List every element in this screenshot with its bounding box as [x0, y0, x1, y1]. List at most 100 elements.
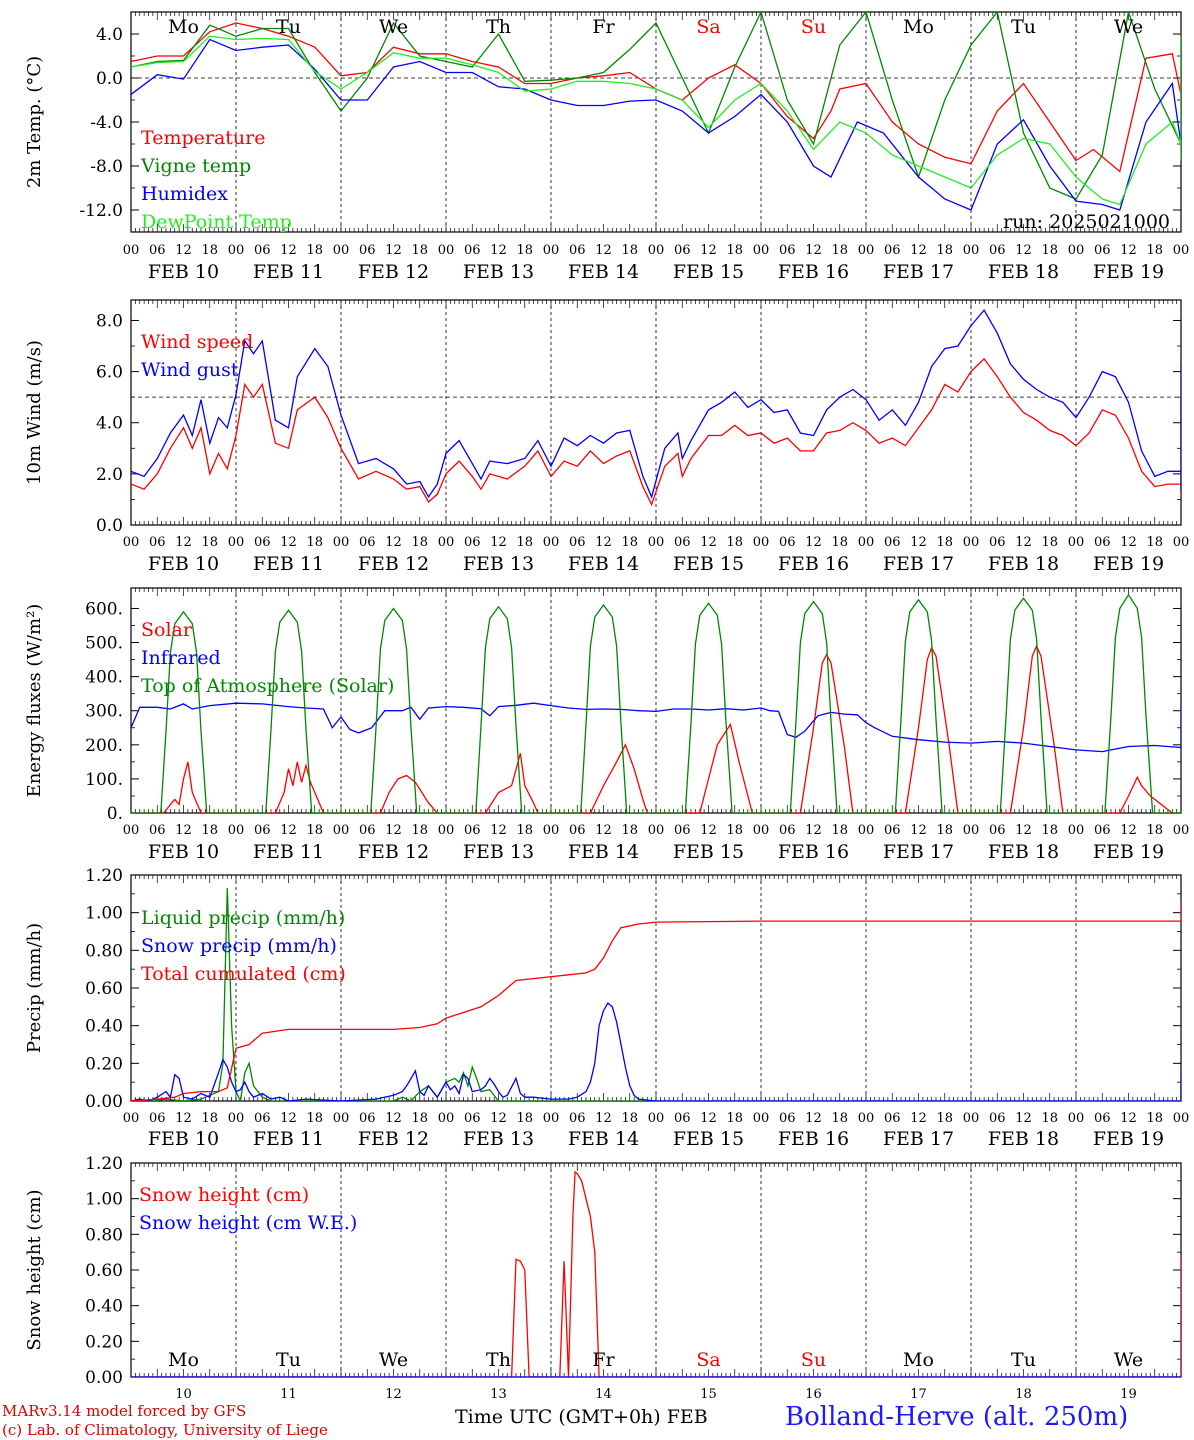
hour-tick-label: 12 [385, 535, 402, 550]
hour-tick-label: 00 [1173, 1111, 1190, 1126]
hour-tick-label: 12 [490, 823, 507, 838]
hour-tick-label: 06 [779, 243, 796, 258]
hour-tick-label: 00 [1173, 535, 1190, 550]
date-label: FEB 10 [148, 841, 219, 863]
hour-tick-label: 12 [490, 1111, 507, 1126]
hour-tick-label: 12 [595, 243, 612, 258]
hour-tick-label: 06 [149, 243, 166, 258]
date-label: FEB 18 [988, 261, 1059, 283]
hour-tick-label: 06 [464, 243, 481, 258]
hour-tick-label: 06 [989, 1111, 1006, 1126]
day-label: We [379, 16, 408, 38]
day-number: 17 [910, 1387, 927, 1402]
hour-tick-label: 12 [490, 243, 507, 258]
hour-tick-label: 00 [543, 243, 560, 258]
date-label: FEB 14 [568, 1128, 639, 1150]
y-tick-label: 0.20 [85, 1332, 123, 1352]
y-axis-label: Energy fluxes (W/m²) [24, 604, 45, 798]
day-label: We [379, 1349, 408, 1371]
series-line [131, 1002, 1181, 1101]
date-label: FEB 17 [883, 553, 954, 575]
hour-tick-label: 18 [726, 535, 743, 550]
hour-tick-label: 06 [1094, 1111, 1111, 1126]
series-line [131, 38, 1181, 211]
hour-tick-label: 12 [385, 823, 402, 838]
hour-tick-label: 00 [753, 823, 770, 838]
hour-tick-label: 00 [648, 823, 665, 838]
hour-tick-label: 18 [516, 823, 533, 838]
hour-tick-label: 06 [254, 535, 271, 550]
hour-tick-label: 00 [1173, 823, 1190, 838]
hour-tick-label: 00 [543, 535, 560, 550]
day-label: Mo [903, 16, 934, 38]
day-label: Th [486, 1349, 511, 1371]
hour-tick-label: 06 [149, 823, 166, 838]
hour-tick-label: 12 [805, 535, 822, 550]
hour-tick-label: 18 [726, 243, 743, 258]
y-tick-label: 0.40 [85, 1017, 123, 1037]
hour-tick-label: 12 [1120, 823, 1137, 838]
day-label: Su [801, 16, 826, 38]
hour-tick-label: 12 [175, 243, 192, 258]
hour-tick-label: 12 [1015, 243, 1032, 258]
hour-tick-label: 00 [228, 243, 245, 258]
date-label: FEB 12 [358, 1128, 429, 1150]
date-label: FEB 14 [568, 261, 639, 283]
hour-tick-label: 06 [254, 243, 271, 258]
date-label: FEB 13 [463, 841, 534, 863]
hour-tick-label: 00 [438, 823, 455, 838]
hour-tick-label: 18 [516, 535, 533, 550]
y-tick-label: 1.00 [85, 904, 123, 924]
hour-tick-label: 18 [1146, 535, 1163, 550]
date-label: FEB 18 [988, 841, 1059, 863]
y-tick-label: -4.0 [90, 113, 123, 133]
hour-tick-label: 12 [1015, 535, 1032, 550]
hour-tick-label: 18 [1041, 243, 1058, 258]
y-tick-label: 0.0 [96, 69, 123, 89]
hour-tick-label: 06 [989, 535, 1006, 550]
hour-tick-label: 18 [201, 1111, 218, 1126]
day-label: We [1114, 1349, 1143, 1371]
hour-tick-label: 06 [359, 243, 376, 258]
hour-tick-label: 18 [201, 535, 218, 550]
day-number: 15 [700, 1387, 717, 1402]
day-label: Tu [1011, 1349, 1036, 1371]
hour-tick-label: 12 [910, 535, 927, 550]
hour-tick-label: 12 [805, 243, 822, 258]
y-tick-label: 8.0 [96, 311, 123, 331]
hour-tick-label: 00 [1068, 1111, 1085, 1126]
y-axis-label: Snow height (cm) [24, 1189, 45, 1350]
hour-tick-label: 00 [858, 243, 875, 258]
hour-tick-label: 12 [595, 1111, 612, 1126]
y-tick-label: 400. [85, 668, 123, 688]
day-number: 19 [1120, 1387, 1137, 1402]
date-label: FEB 19 [1093, 553, 1164, 575]
hour-tick-label: 12 [1120, 535, 1137, 550]
hour-tick-label: 00 [963, 823, 980, 838]
hour-tick-label: 00 [333, 823, 350, 838]
panel-5 [130, 1162, 1182, 1378]
y-tick-label: 0.60 [85, 979, 123, 999]
date-label: FEB 19 [1093, 841, 1164, 863]
hour-tick-label: 18 [516, 243, 533, 258]
hour-tick-label: 06 [149, 1111, 166, 1126]
hour-tick-label: 12 [700, 823, 717, 838]
date-label: FEB 10 [148, 553, 219, 575]
hour-tick-label: 18 [411, 535, 428, 550]
date-label: FEB 11 [253, 553, 324, 575]
hour-tick-label: 00 [123, 823, 140, 838]
hour-tick-label: 00 [753, 1111, 770, 1126]
date-label: FEB 16 [778, 261, 849, 283]
model-credit: MARv3.14 model forced by GFS [2, 1402, 247, 1420]
day-number: 16 [805, 1387, 822, 1402]
plot-frame [130, 587, 1182, 814]
date-label: FEB 11 [253, 841, 324, 863]
day-label: Tu [1011, 16, 1036, 38]
hour-tick-label: 00 [333, 243, 350, 258]
hour-tick-label: 18 [621, 535, 638, 550]
y-tick-label: 4.0 [96, 25, 123, 45]
hour-tick-label: 12 [1015, 823, 1032, 838]
date-label: FEB 14 [568, 841, 639, 863]
y-tick-label: 6.0 [96, 363, 123, 383]
hour-tick-label: 18 [936, 1111, 953, 1126]
